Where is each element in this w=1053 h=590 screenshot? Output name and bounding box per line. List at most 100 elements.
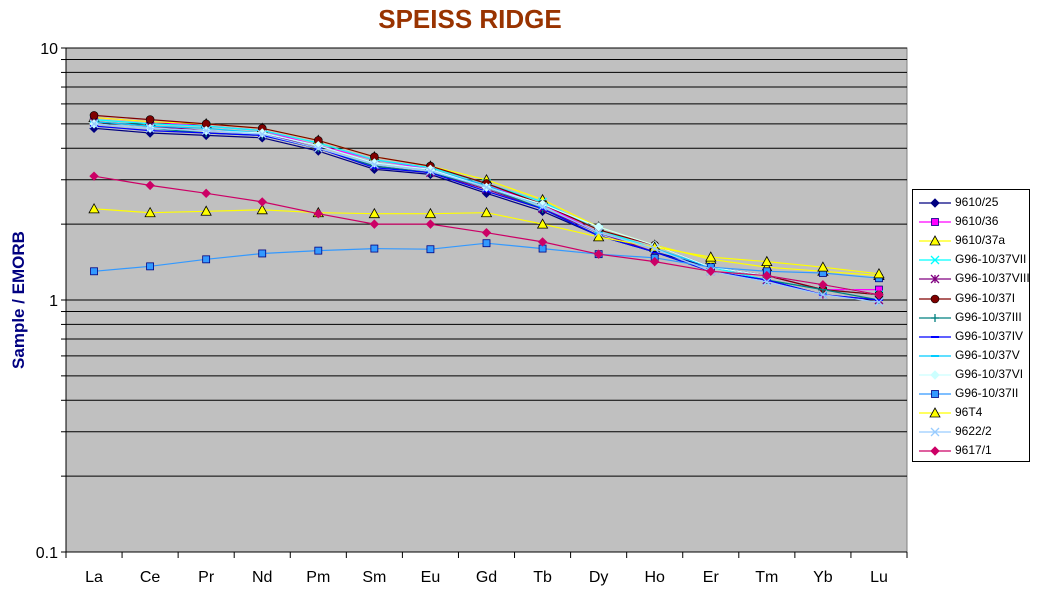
data-point xyxy=(89,119,99,129)
data-point xyxy=(145,180,155,191)
data-point xyxy=(369,160,379,169)
legend-swatch xyxy=(919,354,951,357)
data-point xyxy=(593,249,604,259)
legend-swatch xyxy=(919,313,951,322)
legend-marker xyxy=(931,218,939,226)
legend-swatch xyxy=(919,427,951,437)
data-point xyxy=(425,219,436,229)
data-point xyxy=(89,171,99,181)
legend-swatch xyxy=(919,446,951,457)
legend-label: 9622/2 xyxy=(955,424,992,439)
series-9622-2 xyxy=(89,119,884,307)
data-point xyxy=(874,297,884,307)
legend-item: 9622/2 xyxy=(913,422,1029,442)
legend-label: 9610/36 xyxy=(955,214,999,229)
data-point xyxy=(370,244,379,253)
x-tick-label: Er xyxy=(703,569,720,586)
data-point xyxy=(90,267,98,276)
data-point xyxy=(762,277,772,287)
data-point xyxy=(706,266,716,276)
data-point xyxy=(89,111,99,120)
legend-item: G96-10/37VI xyxy=(913,365,1029,385)
legend-label: G96-10/37V xyxy=(955,347,1020,362)
x-tick-label: Pr xyxy=(198,569,215,586)
legend-marker xyxy=(930,427,940,437)
legend-label: 9610/37a xyxy=(955,233,1006,248)
legend-item: G96-10/37IV xyxy=(913,327,1029,347)
legend-swatch xyxy=(919,218,951,226)
legend-item: G96-10/37VII xyxy=(913,250,1029,270)
x-tick-label: Lu xyxy=(870,569,888,586)
data-point xyxy=(480,206,493,218)
legend-item: G96-10/37I xyxy=(913,289,1029,309)
legend-swatch xyxy=(919,390,951,398)
chart-title: SPEISS RIDGE xyxy=(378,4,562,34)
legend-item: 96T4 xyxy=(913,403,1029,423)
data-point xyxy=(425,166,435,176)
legend-marker xyxy=(930,198,940,208)
data-point xyxy=(424,207,437,219)
y-tick-label: 1 xyxy=(49,293,58,310)
data-point xyxy=(369,219,380,229)
legend-item: 9610/25 xyxy=(913,193,1029,213)
data-point xyxy=(202,255,211,264)
x-tick-label: Sm xyxy=(362,569,386,586)
x-tick-label: Pm xyxy=(306,569,330,586)
legend-marker xyxy=(930,274,940,284)
data-point xyxy=(649,256,660,267)
data-point xyxy=(761,255,773,267)
x-tick-label: Eu xyxy=(421,569,441,586)
data-point xyxy=(257,197,267,207)
x-tick-label: Tb xyxy=(533,569,552,586)
data-point xyxy=(256,203,268,215)
data-point xyxy=(482,239,491,248)
legend-marker xyxy=(930,370,940,380)
legend-marker xyxy=(930,446,940,457)
legend-label: G96-10/37II xyxy=(955,386,1019,400)
legend-label: 9610/25 xyxy=(955,195,999,209)
data-point xyxy=(536,218,549,229)
data-point xyxy=(705,251,717,262)
x-tick-label: Nd xyxy=(252,569,272,586)
data-point xyxy=(537,237,548,247)
legend-swatch xyxy=(919,335,951,338)
data-point xyxy=(201,188,211,199)
data-point xyxy=(313,209,324,219)
data-point xyxy=(200,205,212,216)
legend-marker xyxy=(929,235,941,246)
x-tick-label: Dy xyxy=(589,569,609,586)
legend-item: G96-10/37II xyxy=(913,384,1029,404)
x-tick-label: Gd xyxy=(476,569,497,586)
legend-label: G96-10/37VI xyxy=(955,366,1024,381)
data-point xyxy=(594,228,604,238)
data-point xyxy=(144,206,156,218)
legend-marker xyxy=(931,313,939,322)
data-point xyxy=(538,202,548,211)
legend-item: G96-10/37VIII xyxy=(913,269,1030,289)
chart-legend: 9610/25 9610/36 9610/37a G96-10/37VII G96-10… xyxy=(912,189,1030,462)
legend-swatch xyxy=(919,370,951,380)
data-point xyxy=(88,203,100,214)
legend-marker xyxy=(931,390,939,398)
data-point xyxy=(650,244,660,254)
legend-item: 9610/36 xyxy=(913,212,1029,232)
series-g96-10-37ii xyxy=(90,239,883,283)
data-point xyxy=(762,270,772,281)
data-point xyxy=(368,207,381,219)
x-tick-label: Tm xyxy=(755,569,778,586)
legend-label: 9617/1 xyxy=(955,443,992,458)
data-point xyxy=(258,249,267,258)
y-tick-label: 0.1 xyxy=(36,545,58,562)
data-point xyxy=(145,115,155,124)
data-point xyxy=(817,261,829,272)
legend-swatch xyxy=(919,198,951,208)
legend-marker xyxy=(930,255,940,265)
legend-label: G96-10/37VIII xyxy=(955,271,1030,286)
legend-swatch xyxy=(919,274,951,284)
data-point xyxy=(873,268,885,279)
legend-swatch xyxy=(919,255,951,265)
legend-label: G96-10/37I xyxy=(955,290,1016,305)
legend-item: 9617/1 xyxy=(913,441,1029,461)
data-point xyxy=(593,222,604,232)
legend-item: G96-10/37V xyxy=(913,346,1029,366)
